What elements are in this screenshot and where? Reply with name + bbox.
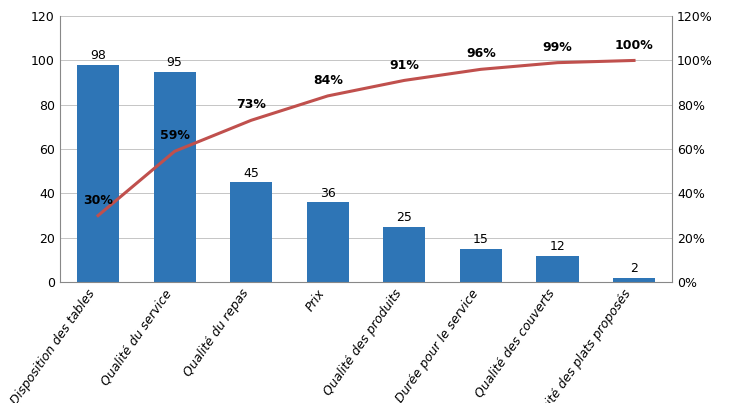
Bar bbox=[536, 256, 578, 282]
Text: 30%: 30% bbox=[83, 194, 113, 207]
Bar bbox=[613, 278, 655, 282]
Text: 100%: 100% bbox=[615, 39, 654, 52]
Text: 73%: 73% bbox=[236, 98, 266, 112]
Bar bbox=[307, 202, 349, 282]
Text: 84%: 84% bbox=[313, 74, 343, 87]
Text: 95: 95 bbox=[167, 56, 182, 69]
Text: 12: 12 bbox=[550, 240, 565, 253]
Text: 59%: 59% bbox=[160, 129, 190, 142]
Text: 2: 2 bbox=[630, 262, 638, 275]
Bar bbox=[154, 72, 196, 282]
Text: 98: 98 bbox=[90, 49, 106, 62]
Text: 15: 15 bbox=[473, 233, 489, 246]
Text: 25: 25 bbox=[397, 211, 412, 224]
Text: 99%: 99% bbox=[542, 41, 572, 54]
Text: 91%: 91% bbox=[389, 58, 419, 71]
Text: 36: 36 bbox=[320, 187, 335, 199]
Text: 45: 45 bbox=[244, 167, 259, 180]
Bar bbox=[460, 249, 502, 282]
Bar bbox=[383, 226, 425, 282]
Bar bbox=[230, 182, 272, 282]
Text: 96%: 96% bbox=[466, 48, 496, 60]
Bar bbox=[77, 65, 119, 282]
